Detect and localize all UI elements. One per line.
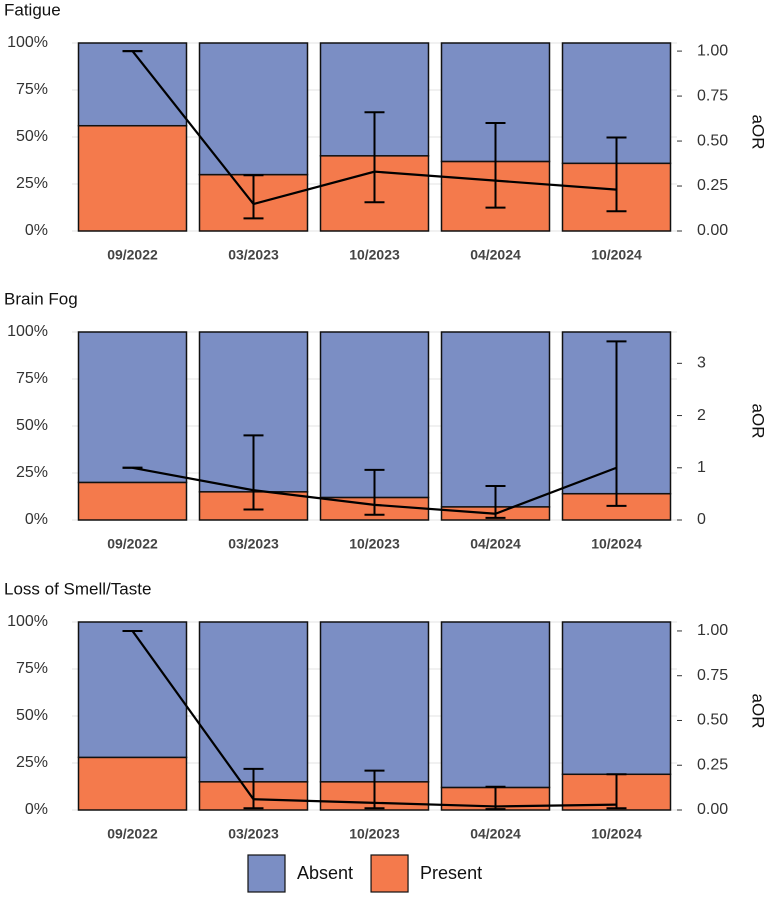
- y2-tick-label: 0.25: [697, 177, 728, 194]
- y2-axis-label: aOR: [749, 115, 768, 150]
- y2-tick-label: 0.25: [697, 756, 728, 773]
- y-tick-label: 50%: [16, 417, 48, 434]
- y2-tick-label: 1.00: [697, 622, 728, 639]
- bar-segment: [319, 621, 430, 783]
- y2-tick-label: 1: [697, 459, 706, 476]
- y-tick-label: 0%: [25, 801, 48, 818]
- x-tick-label: 10/2023: [349, 247, 400, 263]
- legend-swatch: [247, 854, 286, 893]
- y2-tick-label: 0.50: [697, 712, 728, 729]
- x-tick-label: 09/2022: [107, 826, 158, 842]
- bar-segment: [77, 124, 188, 232]
- bar-segment: [77, 42, 188, 127]
- x-tick-label: 03/2023: [228, 826, 279, 842]
- bar-segment: [561, 621, 672, 776]
- panel-title: Loss of Smell/Taste: [4, 579, 151, 598]
- x-tick-label: 04/2024: [470, 536, 521, 552]
- y-tick-label: 25%: [16, 754, 48, 771]
- bar-segment: [77, 481, 188, 521]
- y2-axis-label: aOR: [749, 694, 768, 729]
- bar-segment: [198, 42, 309, 176]
- y-tick-label: 25%: [16, 464, 48, 481]
- legend-swatch: [370, 854, 409, 893]
- y2-tick-label: 0.00: [697, 801, 728, 818]
- bar-segment: [77, 621, 188, 759]
- y2-axis-label: aOR: [749, 404, 768, 439]
- x-tick-label: 04/2024: [470, 247, 521, 263]
- bar-segment: [440, 331, 551, 508]
- bar-segment: [440, 621, 551, 789]
- x-tick-label: 10/2023: [349, 826, 400, 842]
- y-tick-label: 75%: [16, 370, 48, 387]
- x-tick-label: 10/2024: [591, 826, 642, 842]
- bar-segment: [77, 331, 188, 484]
- x-tick-label: 10/2024: [591, 536, 642, 552]
- y-tick-label: 50%: [16, 707, 48, 724]
- legend-label: Present: [420, 863, 482, 883]
- y2-tick-label: 2: [697, 407, 706, 424]
- bar-segment: [198, 621, 309, 783]
- y-tick-label: 100%: [7, 613, 48, 630]
- y2-tick-label: 0.00: [697, 222, 728, 239]
- x-tick-label: 09/2022: [107, 247, 158, 263]
- panel-title: Fatigue: [4, 0, 61, 19]
- y-tick-label: 75%: [16, 660, 48, 677]
- y-tick-label: 0%: [25, 511, 48, 528]
- y2-tick-label: 0.75: [697, 87, 728, 104]
- x-tick-label: 10/2024: [591, 247, 642, 263]
- x-tick-label: 04/2024: [470, 826, 521, 842]
- y-tick-label: 100%: [7, 323, 48, 340]
- y-tick-label: 0%: [25, 222, 48, 239]
- legend-label: Absent: [297, 863, 353, 883]
- x-tick-label: 10/2023: [349, 536, 400, 552]
- y-tick-label: 50%: [16, 128, 48, 145]
- y-tick-label: 100%: [7, 34, 48, 51]
- y2-tick-label: 1.00: [697, 42, 728, 59]
- y2-tick-label: 0.50: [697, 132, 728, 149]
- bar-segment: [77, 756, 188, 811]
- x-tick-label: 03/2023: [228, 536, 279, 552]
- y-tick-label: 75%: [16, 81, 48, 98]
- x-tick-label: 09/2022: [107, 536, 158, 552]
- x-tick-label: 03/2023: [228, 247, 279, 263]
- y2-tick-label: 0: [697, 511, 706, 528]
- y2-tick-label: 3: [697, 355, 706, 372]
- y2-tick-label: 0.75: [697, 667, 728, 684]
- panel-title: Brain Fog: [4, 289, 78, 308]
- y-tick-label: 25%: [16, 175, 48, 192]
